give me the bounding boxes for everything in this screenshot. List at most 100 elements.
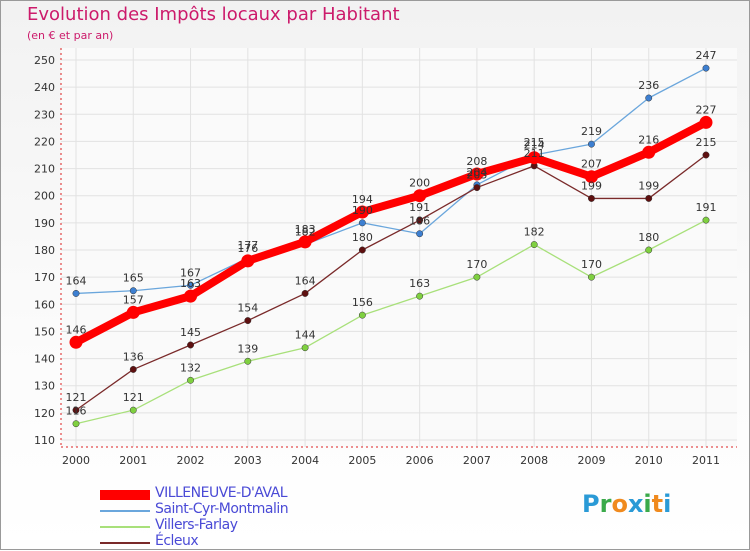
y-tick-label: 180 — [34, 244, 55, 257]
y-tick-label: 230 — [34, 108, 55, 121]
data-label-saint-cyr-montmalin: 215 — [524, 136, 545, 149]
data-point-villeneuve-d-aval — [584, 170, 598, 184]
data-label-villers-farlay: 182 — [524, 226, 545, 239]
data-point-villeneuve-d-aval — [126, 305, 140, 319]
data-point-e-cleux — [301, 289, 309, 297]
data-label-villeneuve-d-aval: 216 — [638, 133, 659, 146]
data-point-villeneuve-d-aval — [241, 254, 255, 268]
series-line-e-cleux — [75, 154, 707, 411]
legend-label: Villers-Farlay — [155, 517, 238, 533]
data-label-saint-cyr-montmalin: 236 — [638, 79, 659, 92]
data-point-e-cleux — [588, 194, 595, 202]
x-tick-label: 2007 — [463, 454, 491, 467]
data-point-saint-cyr-montmalin — [187, 281, 194, 289]
data-label-villers-farlay: 132 — [180, 361, 201, 374]
data-label-villers-farlay: 121 — [123, 391, 144, 404]
data-label-e-cleux: 215 — [696, 136, 717, 149]
data-point-villeneuve-d-aval — [298, 235, 312, 249]
y-tick-label: 130 — [34, 380, 55, 393]
data-point-villeneuve-d-aval — [69, 335, 83, 349]
data-point-e-cleux — [129, 365, 137, 373]
data-label-villeneuve-d-aval: 163 — [180, 277, 201, 290]
data-point-villers-farlay — [473, 273, 481, 281]
data-point-villers-farlay — [187, 376, 194, 384]
data-point-villers-farlay — [645, 246, 653, 254]
x-tick-label: 2006 — [406, 454, 434, 467]
data-label-saint-cyr-montmalin: 219 — [581, 125, 602, 138]
data-label-villers-farlay: 170 — [466, 258, 487, 271]
legend-label: Écleux — [155, 533, 199, 549]
proxiti-logo: Proxiti — [582, 490, 671, 518]
x-tick-label: 2001 — [119, 454, 147, 467]
data-label-e-cleux: 203 — [466, 169, 487, 182]
legend-label: Saint-Cyr-Montmalin — [155, 501, 289, 517]
data-point-e-cleux — [72, 406, 80, 414]
y-tick-label: 200 — [34, 190, 55, 203]
data-label-e-cleux: 136 — [123, 350, 144, 363]
logo-letter: x — [627, 490, 644, 518]
data-label-villers-farlay: 180 — [638, 231, 659, 244]
y-tick-label: 190 — [34, 217, 55, 230]
data-point-villers-farlay — [588, 273, 595, 281]
x-tick-label: 2000 — [62, 454, 90, 467]
data-point-saint-cyr-montmalin — [702, 64, 710, 72]
data-point-villeneuve-d-aval — [470, 167, 484, 181]
data-point-villers-farlay — [301, 344, 309, 352]
data-point-e-cleux — [358, 246, 366, 254]
logo-letter: i — [643, 490, 652, 518]
data-label-saint-cyr-montmalin: 190 — [352, 204, 373, 217]
x-tick-label: 2009 — [577, 454, 605, 467]
logo-letter: i — [663, 490, 672, 518]
legend-swatch — [100, 510, 150, 512]
data-point-villers-farlay — [244, 357, 252, 365]
data-point-e-cleux — [416, 216, 424, 224]
y-tick-label: 250 — [34, 54, 55, 67]
data-label-e-cleux: 121 — [66, 391, 87, 404]
logo-letter: P — [582, 490, 600, 518]
data-label-e-cleux: 199 — [581, 179, 602, 192]
x-tick-label: 2004 — [291, 454, 319, 467]
data-label-villeneuve-d-aval: 176 — [237, 242, 258, 255]
y-tick-label: 150 — [34, 325, 55, 338]
data-point-saint-cyr-montmalin — [72, 289, 80, 297]
data-label-villeneuve-d-aval: 146 — [66, 323, 87, 336]
data-label-villers-farlay: 170 — [581, 258, 602, 271]
data-label-e-cleux: 180 — [352, 231, 373, 244]
data-point-villers-farlay — [530, 241, 538, 249]
data-label-villers-farlay: 191 — [696, 201, 717, 214]
data-point-saint-cyr-montmalin — [129, 287, 137, 295]
series-line-villers-farlay — [75, 219, 707, 425]
data-label-villeneuve-d-aval: 207 — [581, 158, 602, 171]
data-label-saint-cyr-montmalin: 186 — [409, 215, 430, 228]
chart-subtitle: (en € et par an) — [27, 29, 114, 42]
series-line-villeneuve-d-aval — [72, 118, 710, 347]
legend-swatch — [100, 542, 150, 544]
data-point-villeneuve-d-aval — [184, 289, 198, 303]
data-point-e-cleux — [702, 151, 710, 159]
data-point-saint-cyr-montmalin — [358, 219, 366, 227]
y-tick-label: 110 — [34, 434, 55, 447]
data-label-saint-cyr-montmalin: 177 — [237, 239, 258, 252]
chart-title: Evolution des Impôts locaux par Habitant — [27, 4, 400, 25]
y-tick-label: 160 — [34, 298, 55, 311]
y-tick-label: 170 — [34, 271, 55, 284]
series-line-saint-cyr-montmalin — [75, 67, 707, 295]
data-point-e-cleux — [473, 184, 481, 192]
y-tick-label: 140 — [34, 353, 55, 366]
data-label-e-cleux: 154 — [237, 302, 258, 315]
logo-letter: o — [611, 490, 628, 518]
data-label-saint-cyr-montmalin: 204 — [466, 166, 487, 179]
data-point-saint-cyr-montmalin — [416, 230, 424, 238]
data-point-saint-cyr-montmalin — [645, 94, 653, 102]
y-tick-label: 240 — [34, 81, 55, 94]
data-label-e-cleux: 191 — [409, 201, 430, 214]
data-label-saint-cyr-montmalin: 164 — [66, 274, 87, 287]
data-point-villeneuve-d-aval — [642, 145, 656, 159]
x-tick-label: 2010 — [635, 454, 663, 467]
data-point-e-cleux — [645, 194, 653, 202]
legend-label: VILLENEUVE-D'AVAL — [155, 485, 288, 501]
data-point-villeneuve-d-aval — [355, 205, 369, 219]
data-label-e-cleux: 164 — [295, 274, 316, 287]
data-label-saint-cyr-montmalin: 182 — [295, 226, 316, 239]
